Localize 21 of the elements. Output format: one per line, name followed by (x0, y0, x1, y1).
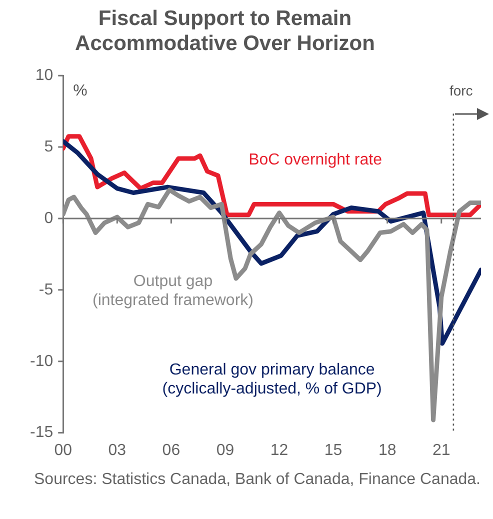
x-tick-label: 09 (216, 442, 234, 459)
x-tick-label: 15 (324, 442, 342, 459)
x-tick-label: 18 (378, 442, 396, 459)
series-label: BoC overnight rate (248, 151, 382, 168)
x-tick-label: 12 (270, 442, 288, 459)
x-tick-label: 00 (54, 442, 72, 459)
y-axis-title: % (73, 82, 88, 100)
y-tick-label: 5 (44, 138, 54, 156)
y-tick-label: 0 (44, 210, 54, 227)
source-note: Sources: Statistics Canada, Bank of Canada, Finance Canada. (34, 470, 482, 490)
text: General gov primary balance (cyclically-adjusted, % of GDP) (162, 361, 382, 398)
x-tick-label: 06 (162, 442, 180, 459)
y-tick-label: -5 (38, 281, 54, 298)
chart-title: Fiscal Support to Remain Accommodative Over Horizon (74, 6, 376, 56)
y-tick-label: -10 (30, 352, 54, 370)
x-tick-label: 03 (108, 442, 126, 459)
series-label: Output gap (integrated framework) (92, 272, 254, 309)
y-tick-label: 10 (35, 67, 54, 84)
x-tick-label: 21 (432, 442, 450, 459)
y-tick-label: -15 (30, 424, 54, 442)
ref-line-label: forc (449, 82, 473, 99)
